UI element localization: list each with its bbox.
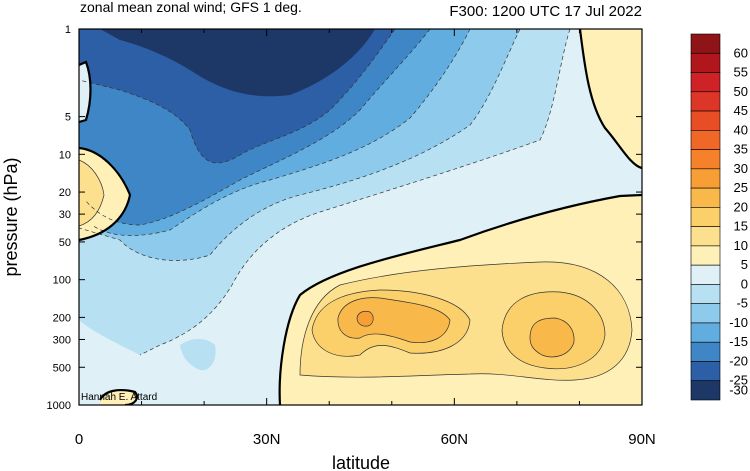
y-tick-label: 1000 (47, 400, 71, 412)
colorbar-swatch (690, 149, 721, 170)
colorbar-label: 30 (734, 161, 748, 176)
band-minus30 (100, 29, 375, 97)
x-tick-label: 0 (75, 431, 83, 448)
colorbar-swatch (690, 284, 721, 304)
surface-westerly-patch (100, 390, 137, 405)
y-axis-label: pressure (hPa) (1, 157, 21, 276)
x-tick-label: 60N (441, 431, 469, 448)
zero-contour (79, 29, 642, 405)
plot-area (78, 28, 643, 406)
y-tick-label: 5 (65, 112, 71, 124)
colorbar-swatch (690, 168, 721, 189)
colorbar-swatch (690, 322, 721, 343)
colorbar-label: -25 (729, 373, 748, 388)
y-tick-label: 10 (59, 149, 71, 161)
equatorial-westerly-core (79, 160, 104, 226)
colorbar-label: 40 (734, 122, 748, 137)
y-tick-label: 50 (59, 237, 71, 249)
colorbar-swatch (690, 380, 721, 401)
colorbar-label: 55 (734, 65, 748, 80)
colorbar-label: 15 (734, 219, 748, 234)
x-tick-label: 30N (253, 431, 281, 448)
band-plus20-right (530, 318, 575, 357)
band-plus20-left (337, 297, 450, 343)
band-plus5-northcap (580, 29, 642, 168)
colorbar-swatch (690, 33, 721, 54)
y-tick-label: 30 (59, 209, 71, 221)
plot-border (78, 28, 643, 406)
colorbar-label: -5 (736, 296, 748, 311)
colorbar-label: 60 (734, 45, 748, 60)
colorbar-label: -20 (729, 353, 748, 368)
colorbar-swatch (690, 72, 721, 93)
y-tick-label: 100 (53, 275, 71, 287)
colorbar-label: 5 (741, 257, 748, 272)
y-tick-label: 300 (53, 334, 71, 346)
colorbar-swatch (690, 91, 721, 112)
colorbar-swatch (690, 341, 721, 362)
colorbar-label: 10 (734, 238, 748, 253)
x-axis-label: latitude (332, 453, 390, 471)
colorbar-swatch (690, 226, 721, 247)
colorbar-label: 20 (734, 199, 748, 214)
colorbar-label: -15 (729, 334, 748, 349)
colorbar-swatch (690, 303, 721, 324)
jet-max-core (357, 311, 374, 327)
y-tick-label: 20 (59, 187, 71, 199)
colorbar-swatch (690, 245, 721, 266)
colorbar-label: 25 (734, 180, 748, 195)
credit-text: Hannah E. Attard (81, 392, 157, 403)
colorbar-swatch (690, 110, 721, 131)
colorbar-swatch (690, 361, 721, 382)
chart-title-left: zonal mean zonal wind; GFS 1 deg. (80, 0, 302, 15)
x-tick-label: 90N (628, 431, 656, 448)
colorbar-swatch (690, 130, 721, 150)
colorbar-label: 50 (734, 84, 748, 99)
negative-contours (79, 29, 571, 356)
equatorial-easterly-inlet (180, 338, 216, 371)
colorbar-swatch (690, 187, 721, 208)
colorbar-swatch (690, 264, 721, 285)
colorbar-swatch (690, 207, 721, 227)
y-tick-label: 200 (53, 312, 71, 324)
positive-contours (79, 159, 633, 381)
colorbar: 605550454035302520151050-5-10-15-20-25-3… (690, 33, 748, 401)
chart-title-right: F300: 1200 UTC 17 Jul 2022 (449, 3, 642, 20)
colorbar-swatch (690, 52, 721, 73)
colorbar-label: 0 (741, 276, 748, 291)
colorbar-label: 35 (734, 142, 748, 157)
left-easterly-notch (79, 62, 91, 122)
colorbar-label: -10 (729, 315, 748, 330)
colorbar-label: 45 (734, 103, 748, 118)
y-tick-label: 1 (65, 24, 71, 36)
x-axis: 0 30N 60N 90N (75, 29, 656, 448)
y-tick-label: 500 (53, 362, 71, 374)
y-axis: 1 5 10 20 30 50 100 200 300 500 1000 (47, 24, 642, 412)
colorbar-label: -30 (729, 382, 748, 397)
